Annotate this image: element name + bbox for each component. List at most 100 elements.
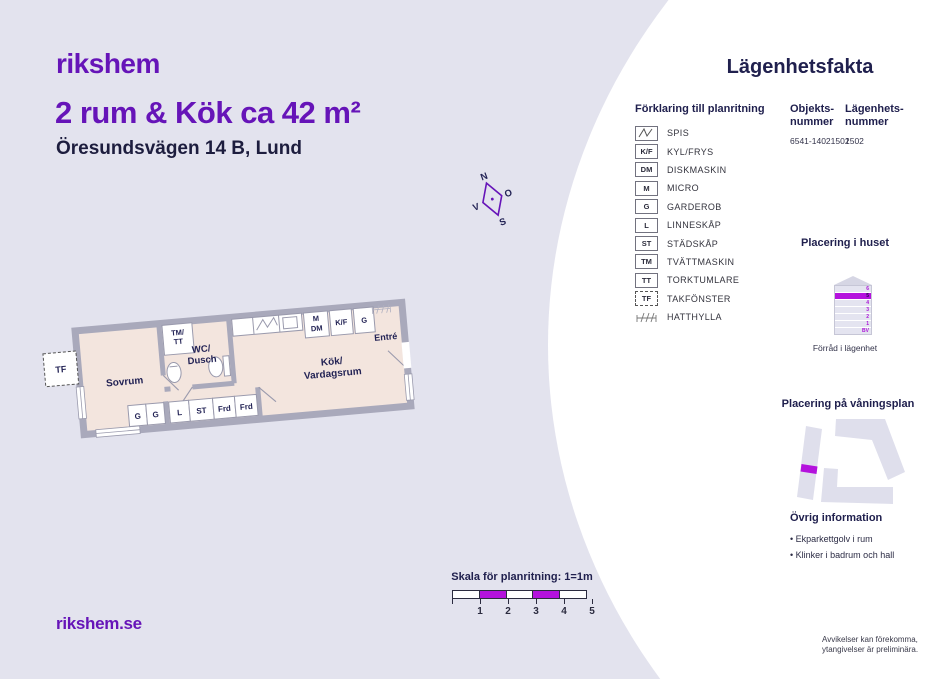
building-floor-row: 3	[835, 307, 871, 313]
legend-item: K/F KYL/FRYS	[635, 142, 785, 160]
plan-spis-symbol	[256, 316, 278, 331]
scale-tick	[536, 599, 537, 604]
compass-s: S	[498, 216, 508, 229]
scale-label: 5	[589, 606, 595, 617]
scale-label: 2	[505, 606, 511, 617]
facts-heading: Lägenhetsfakta	[726, 56, 874, 78]
tvattmaskin-symbol: TM	[635, 254, 658, 270]
plan-frd2-label: Frd	[240, 402, 254, 412]
plan-micro-label: M	[312, 314, 319, 324]
plan-g-top-label: G	[361, 315, 368, 324]
building-floor-row: 1	[835, 321, 871, 327]
scale-tick	[508, 599, 509, 604]
other-info-heading: Övrig information	[790, 512, 883, 524]
plan-wc-label2: Dusch	[187, 354, 217, 368]
plan-tmtt-box	[161, 322, 195, 356]
plan-g1-label: G	[134, 412, 141, 422]
scale-tick	[592, 599, 593, 604]
legend-item: ST STÄDSKÅP	[635, 234, 785, 252]
apartment-position-marker	[800, 464, 818, 474]
garderob-symbol: G	[635, 199, 658, 215]
scale-segment-filled	[532, 590, 561, 599]
stadskap-symbol: ST	[635, 236, 658, 252]
dm-symbol: DM	[635, 162, 658, 178]
plan-interior-walls	[156, 317, 263, 426]
legend-item: TT TORKTUMLARE	[635, 271, 785, 289]
scale-segment	[452, 590, 480, 599]
legend-label: MICRO	[667, 183, 699, 194]
plan-kitchen-counter	[231, 312, 304, 337]
plan-st-label: ST	[196, 406, 207, 416]
takfonster-symbol: TF	[635, 291, 658, 307]
plan-frd1-label: Frd	[218, 404, 232, 414]
legend-item: L LINNESKÅP	[635, 216, 785, 234]
rikshem-logo: rikshem	[56, 48, 160, 79]
plan-tf-label: TF	[55, 364, 67, 375]
scale-segment-filled	[478, 590, 507, 599]
legend-label: TVÄTTMASKIN	[667, 256, 735, 267]
scale-label: 4	[561, 606, 567, 617]
site-plan-diagram	[797, 419, 905, 504]
legend-label: DISKMASKIN	[667, 164, 727, 175]
legend-label: TORKTUMLARE	[667, 275, 740, 286]
plan-bottom-boxes	[127, 393, 259, 428]
plan-sink	[166, 362, 182, 383]
floor-plan: TF TM/ TT	[42, 298, 415, 439]
website-link[interactable]: rikshem.se	[56, 614, 142, 633]
plan-kitchen-label1: Kök/	[320, 356, 343, 369]
placement-house-heading: Placering i huset	[800, 237, 890, 249]
object-number-value: 6541-14021502	[790, 136, 850, 146]
building-floor-row: BV	[835, 328, 871, 334]
legend-item: TF TAKFÖNSTER	[635, 290, 785, 308]
legend-item: HATTHYLLA	[635, 308, 785, 326]
plan-entry-door	[401, 341, 412, 369]
white-ellipse-background	[548, 0, 950, 679]
legend-item: TM TVÄTTMASKIN	[635, 253, 785, 271]
legend-label: GARDEROB	[667, 201, 722, 212]
hatthylla-icon	[635, 310, 658, 325]
legend-item: DM DISKMASKIN	[635, 161, 785, 179]
legend-label: TAKFÖNSTER	[667, 293, 731, 304]
site-building-bottom-wing	[821, 468, 893, 504]
plan-entre-label: Entré	[374, 331, 398, 343]
scale-tick	[564, 599, 565, 604]
bullet-item: Klinker i badrum och hall	[790, 547, 895, 563]
legend-item: M MICRO	[635, 179, 785, 197]
apartment-address: Öresundsvägen 14 B, Lund	[56, 138, 302, 159]
bullet-item: Ekparkettgolv i rum	[790, 531, 894, 547]
plan-wc-label1: WC/	[191, 343, 211, 356]
disclaimer: Avvikelser kan förekomma, ytangivelser ä…	[822, 635, 919, 654]
other-info-list: Ekparkettgolv i rum Klinker i badrum och…	[790, 531, 895, 563]
plan-l-label: L	[177, 408, 183, 417]
scale-segment	[505, 590, 534, 599]
legend-label: SPIS	[667, 128, 690, 139]
scale-tick	[452, 599, 453, 604]
legend-label: KYL/FRYS	[667, 146, 714, 157]
compass-n: N	[479, 171, 489, 184]
legend: Förklaring till planritning SPIS K/F KYL…	[635, 103, 785, 326]
building-floor-row: 6	[835, 286, 871, 292]
scale-title: Skala för planritning: 1=1m	[451, 571, 593, 583]
legend-title: Förklaring till planritning	[635, 103, 765, 115]
plan-hatthylla-symbol	[371, 304, 392, 315]
plan-tmtt-label2: TT	[173, 337, 183, 347]
plan-g2-label: G	[152, 410, 159, 420]
linneskap-symbol: L	[635, 217, 658, 233]
spis-icon	[635, 125, 658, 141]
plan-tmtt-label: TM/	[171, 327, 186, 337]
legend-item: G GARDEROB	[635, 198, 785, 216]
kf-symbol: K/F	[635, 144, 658, 160]
legend-label: STÄDSKÅP	[667, 238, 719, 249]
building-roof-icon	[834, 276, 872, 285]
plan-kitchen-label2: Vardagsrum	[304, 366, 363, 382]
compass-o: O	[503, 187, 514, 200]
legend-label: LINNESKÅP	[667, 220, 722, 231]
scale-tick	[480, 599, 481, 604]
apartment-number-label: Lägenhets- nummer	[845, 103, 904, 128]
scale-bar	[452, 590, 588, 599]
house-caption: Förråd i lägenhet	[812, 343, 878, 353]
building-floor-row-highlighted: 5	[835, 293, 871, 299]
torktumlare-symbol: TT	[635, 272, 658, 288]
legend-label: HATTHYLLA	[667, 312, 722, 323]
